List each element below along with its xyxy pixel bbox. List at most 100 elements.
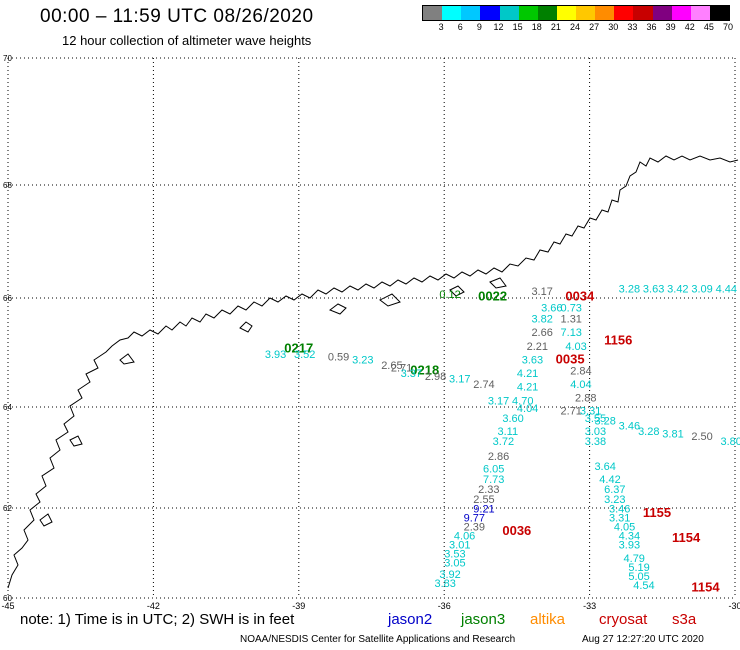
legend-swatch-11 <box>633 6 653 20</box>
wave-height-label: 7.13 <box>561 327 582 339</box>
wave-height-label: 4.06 <box>454 531 475 543</box>
wave-height-label: 3.38 <box>585 436 606 448</box>
legend-label: 45 <box>703 22 714 32</box>
legend-label: 42 <box>684 22 695 32</box>
legend-swatch-1 <box>442 6 462 20</box>
wave-height-label: 3.46 <box>609 504 630 516</box>
wave-height-label: 0.73 <box>561 303 582 315</box>
note-text: note: 1) Time is in UTC; 2) SWH is in fe… <box>20 611 295 628</box>
greenland-coastline <box>7 155 739 589</box>
legend-swatch-4 <box>499 6 519 20</box>
wave-height-label: 5.19 <box>628 562 649 574</box>
legend-label: 36 <box>646 22 657 32</box>
wave-height-label: 3.53 <box>444 549 465 561</box>
color-legend <box>422 5 730 21</box>
sat-cryosat: cryosat <box>599 611 648 628</box>
wave-height-label: 3.23 <box>604 494 625 506</box>
wave-height-label: 1156 <box>604 332 632 347</box>
wave-height-label: 3.05 <box>444 558 465 570</box>
wave-height-label: 3.11 <box>498 426 519 438</box>
wave-height-label: 3.52 <box>294 349 315 361</box>
lat-tick-label: 68 <box>3 181 12 190</box>
lat-tick-label: 60 <box>3 594 12 603</box>
legend-label: 33 <box>627 22 638 32</box>
wave-height-label: 4.21 <box>517 368 538 380</box>
legend-swatch-14 <box>690 6 710 20</box>
legend-label: 24 <box>569 22 581 32</box>
wave-height-label: 2.71 <box>561 406 582 418</box>
wave-height-label: 2.88 <box>575 393 596 405</box>
legend-swatch-0 <box>423 6 443 20</box>
wave-height-label: 0.59 <box>328 352 349 364</box>
legend-swatch-12 <box>652 6 672 20</box>
wave-height-label: 3.17 <box>531 286 552 298</box>
legend-label: 27 <box>589 22 600 32</box>
legend-swatch-7 <box>556 6 576 20</box>
coastline-islands <box>39 277 507 527</box>
footer-credit: NOAA/NESDIS Center for Satellite Applica… <box>240 634 516 645</box>
wave-height-label: 2.33 <box>478 484 499 496</box>
wave-height-label: 3.66 <box>541 303 562 315</box>
wave-height-label: 3.93 <box>619 540 640 552</box>
wave-height-label: 0022 <box>478 289 507 304</box>
wave-height-label: 3.81 <box>662 428 683 440</box>
legend-label: 12 <box>493 22 504 32</box>
legend-swatch-3 <box>480 6 500 20</box>
wave-height-label: 3.28 <box>594 416 615 428</box>
legend-label: 70 <box>722 22 734 32</box>
wave-height-label: 3.64 <box>594 461 615 473</box>
wave-height-label: 1154 <box>691 579 720 594</box>
legend-label: 15 <box>512 22 523 32</box>
wave-height-label: 3.23 <box>352 354 373 366</box>
wave-height-label: 0036 <box>502 523 531 538</box>
wave-height-label: 4.03 <box>565 341 586 353</box>
wave-height-label: 9.77 <box>464 513 485 525</box>
legend-swatch-6 <box>537 6 557 20</box>
wave-height-label: 3.63 <box>522 354 543 366</box>
lat-tick-label: 64 <box>3 403 12 412</box>
wave-height-label: 0034 <box>565 289 595 304</box>
lon-tick-label: -45 <box>1 601 14 611</box>
wave-height-label: 0217 <box>284 341 313 356</box>
sat-jason2: jason2 <box>388 611 433 628</box>
lat-tick-label: 62 <box>3 504 12 513</box>
wave-height-label: 2.66 <box>531 327 552 339</box>
legend-swatch-5 <box>518 6 538 20</box>
wave-height-labels: 0217021800220034115600350219115500361154… <box>265 283 740 594</box>
coastline-path <box>7 155 739 589</box>
lon-tick-label: -39 <box>292 601 305 611</box>
lat-tick-label: 70 <box>3 54 12 63</box>
legend-swatch-8 <box>576 6 596 20</box>
wave-height-label: 4.79 <box>624 553 645 565</box>
legend-swatch-15 <box>709 6 729 20</box>
wave-height-label: 2.74 <box>473 379 494 391</box>
wave-height-label: 3.01 <box>449 540 470 552</box>
wave-height-label: 3.92 <box>439 569 460 581</box>
sat-jason3: jason3 <box>461 611 506 628</box>
wave-height-label: 3.03 <box>585 426 606 438</box>
wave-height-label: 2.71 <box>391 363 412 375</box>
legend-swatch-9 <box>595 6 615 20</box>
footer-timestamp: Aug 27 12:27:20 UTC 2020 <box>582 634 704 645</box>
legend-label: 6 <box>457 22 463 32</box>
lon-tick-label: -36 <box>438 601 451 611</box>
wave-height-label: 3.31 <box>580 406 601 418</box>
wave-height-label: 3.93 <box>265 349 286 361</box>
wave-height-label: 4.21 <box>517 382 538 394</box>
wave-height-label: 2.84 <box>570 365 591 377</box>
map-title: 00:00 – 11:59 UTC 08/26/2020 <box>40 6 314 27</box>
wave-height-label: 1.31 <box>561 314 582 326</box>
legend-label: 3 <box>438 22 444 32</box>
wave-height-label: 6.05 <box>483 464 504 476</box>
wave-height-label: 6.37 <box>604 484 625 496</box>
wave-height-label: 0035 <box>556 351 585 366</box>
lon-tick-label: -33 <box>583 601 596 611</box>
legend-label: 39 <box>665 22 676 32</box>
wave-height-label: 3.46 <box>619 421 640 433</box>
legend-swatch-2 <box>461 6 481 20</box>
axis-labels: -45 -42 -39 -36 -33 -30 70 68 66 64 62 60 <box>1 54 740 611</box>
wave-height-label: 3.60 <box>502 413 523 425</box>
wave-height-label: 0218 <box>410 362 439 377</box>
wave-height-label: 3.31 <box>609 513 630 525</box>
